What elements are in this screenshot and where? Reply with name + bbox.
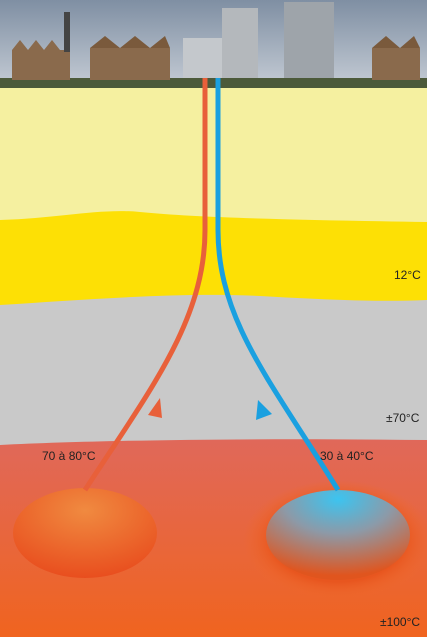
injection-pipe xyxy=(215,78,341,492)
reservoir-hot xyxy=(13,488,157,578)
depth-temp: ±100°C xyxy=(380,615,420,629)
depth-temp: 12°C xyxy=(394,268,421,282)
layer-1 xyxy=(0,88,427,228)
injection-arrow xyxy=(256,400,272,420)
depth-temp: ±70°C xyxy=(386,411,420,425)
temp-label: 70 à 80°C xyxy=(42,449,96,463)
production-pipe xyxy=(82,78,208,492)
layer-2 xyxy=(0,211,427,310)
surface xyxy=(0,0,427,88)
temp-label: 30 à 40°C xyxy=(320,449,374,463)
layer-3 xyxy=(0,294,427,450)
reservoir-cold xyxy=(266,490,410,580)
production-arrow xyxy=(148,398,162,418)
